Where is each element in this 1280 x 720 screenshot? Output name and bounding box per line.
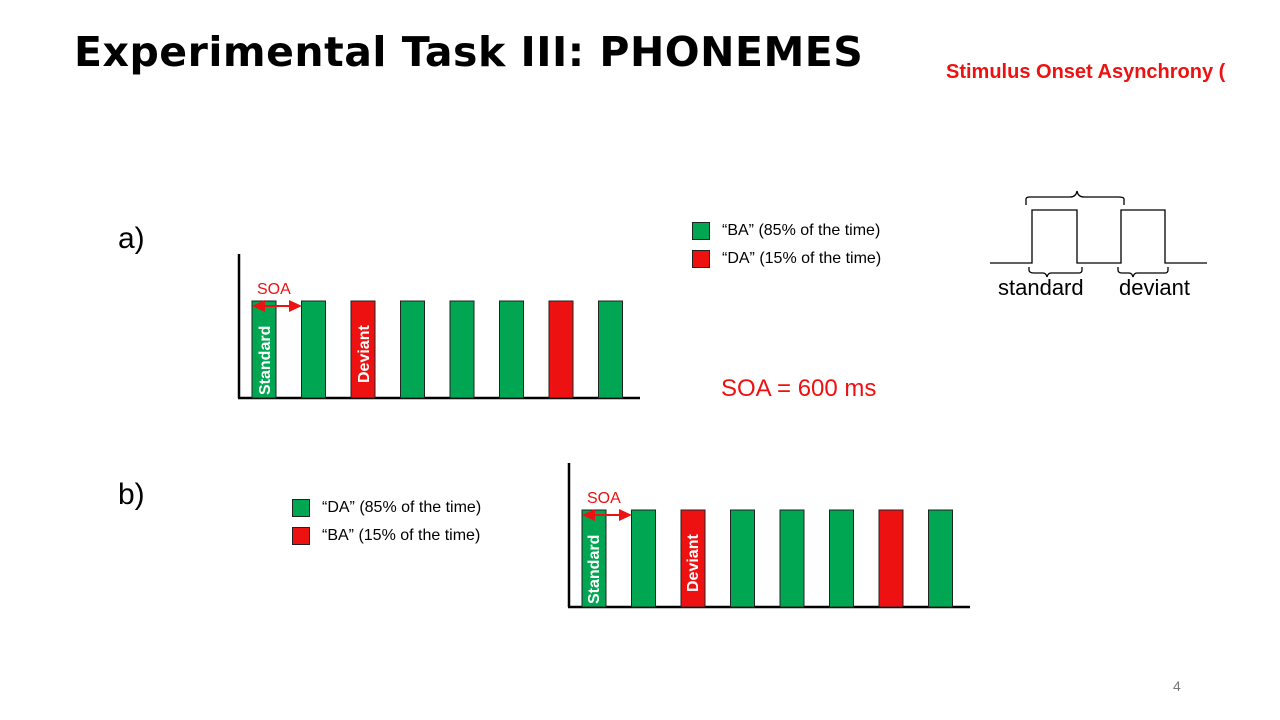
panel-b-standard-bar — [779, 509, 805, 608]
legend-text: “DA” (15% of the time) — [722, 250, 882, 267]
panel-a-standard-bar — [499, 300, 524, 399]
panel-a-bars — [251, 300, 623, 399]
deviant-swatch — [692, 250, 710, 268]
panel-b-deviant-bar — [680, 509, 706, 608]
panel-a-standard-bar — [449, 300, 475, 399]
legend-text: “BA” (85% of the time) — [722, 222, 881, 239]
soa-brace — [1025, 190, 1125, 205]
panel-b-standard-bar — [928, 509, 953, 608]
soa-heading: Stimulus Onset Asynchrony ( — [946, 61, 1226, 83]
panel-b-deviant-label: Deviant — [685, 534, 702, 592]
panel-b-bars — [581, 509, 953, 608]
panel-a-sequence-diagram: SOA Standard Deviant — [237, 254, 640, 400]
panel-a-standard-bar — [301, 300, 326, 399]
deviant-swatch — [292, 527, 310, 545]
panel-a-standard-bar — [400, 300, 425, 399]
standard-swatch — [692, 222, 710, 240]
standard-swatch — [292, 499, 310, 517]
panel-b-sequence-diagram: SOA Standard Deviant — [567, 463, 970, 609]
waveform-standard-label: standard — [998, 275, 1084, 300]
panel-b-label: b) — [118, 478, 145, 511]
panel-b-standard-bar — [730, 509, 755, 608]
panel-a-deviant-label: Deviant — [356, 325, 373, 383]
panel-b-standard-bar — [631, 509, 656, 608]
panel-a-standard-bar — [598, 300, 623, 399]
waveform-diagram: standard deviant — [990, 190, 1207, 300]
panel-b-soa-arrow — [582, 509, 632, 521]
standard-brace — [1028, 267, 1083, 278]
legend-text: “DA” (85% of the time) — [322, 499, 482, 516]
panel-a-legend-da: “DA” (15% of the time) — [692, 250, 881, 268]
legend-text: “BA” (15% of the time) — [322, 527, 481, 544]
page-number: 4 — [1173, 678, 1181, 694]
panel-a-soa-arrow — [252, 300, 302, 312]
panel-a-deviant-bar — [350, 300, 376, 399]
soa-value: SOA = 600 ms — [721, 375, 877, 402]
panel-b-standard-bar — [829, 509, 854, 608]
deviant-brace — [1117, 267, 1169, 278]
panel-b-legend-ba: “BA” (15% of the time) — [292, 527, 480, 545]
panel-b-deviant-bar — [878, 509, 904, 608]
panel-a-soa-label: SOA — [257, 281, 291, 298]
panel-b-legend-da: “DA” (85% of the time) — [292, 499, 481, 517]
panel-a-deviant-bar — [548, 300, 574, 399]
panel-a-standard-bar — [251, 300, 277, 399]
slide-title: Experimental Task III: PHONEMES — [74, 28, 864, 76]
panel-b-soa-label: SOA — [587, 490, 621, 507]
panel-a-legend-ba: “BA” (85% of the time) — [692, 222, 880, 240]
waveform-line — [990, 209, 1207, 264]
panel-a-label: a) — [118, 222, 145, 255]
panel-a-standard-label: Standard — [257, 326, 274, 395]
waveform-deviant-label: deviant — [1119, 275, 1190, 300]
panel-b-standard-label: Standard — [586, 535, 603, 604]
